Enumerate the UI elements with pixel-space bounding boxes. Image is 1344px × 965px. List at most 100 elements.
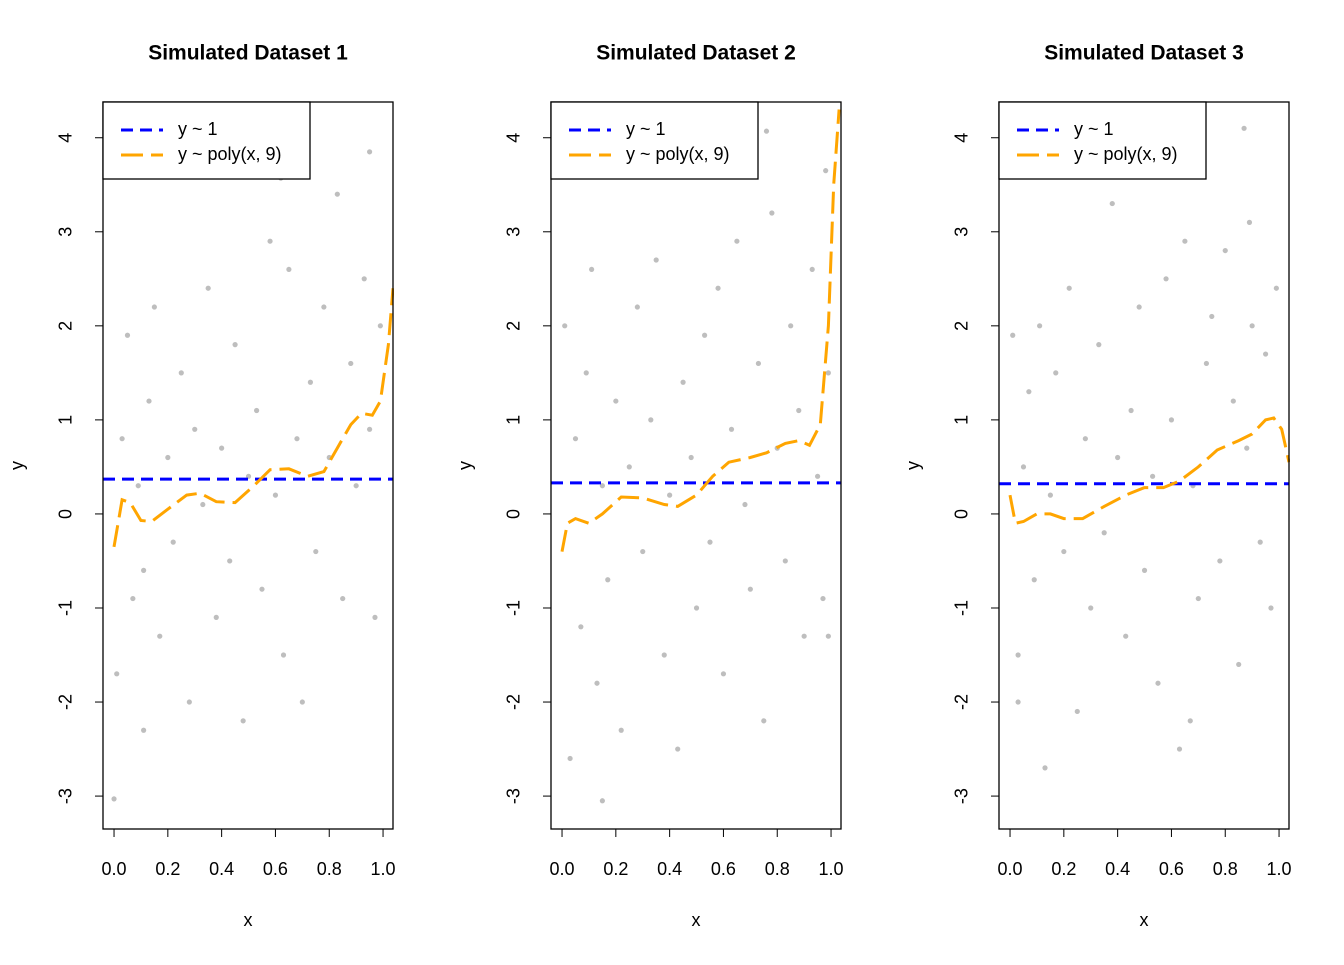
y-tick-label: -3 [504, 788, 524, 804]
y-tick-label: 3 [952, 227, 972, 237]
point [605, 577, 611, 583]
point [146, 398, 152, 404]
y-tick-label: 1 [56, 415, 76, 425]
fit-line [560, 109, 841, 552]
point [1101, 530, 1107, 536]
point [377, 323, 383, 329]
point [1020, 464, 1027, 470]
point [321, 304, 327, 310]
point [119, 436, 125, 442]
chart-title: Simulated Dataset 1 [148, 42, 348, 65]
point [372, 614, 378, 620]
y-tick-label: -3 [56, 788, 76, 804]
point [589, 266, 595, 273]
point [1187, 718, 1193, 724]
point [165, 454, 171, 461]
plot-frame [102, 101, 394, 830]
point [801, 633, 807, 639]
mask [83, 0, 413, 101]
legend-box [102, 101, 311, 180]
point [634, 304, 640, 310]
point [653, 257, 659, 263]
point [720, 671, 727, 677]
x-tick-label: 0.4 [209, 859, 234, 879]
x-tick-label: 0.0 [102, 859, 127, 879]
point [734, 238, 740, 244]
point [361, 276, 367, 282]
point [1031, 577, 1037, 583]
point [626, 464, 632, 470]
x-tick-label: 0.8 [1213, 859, 1238, 879]
point [205, 285, 211, 291]
point [1209, 313, 1215, 320]
point [583, 370, 589, 376]
point [1037, 323, 1043, 329]
point [192, 426, 198, 432]
point [1082, 436, 1088, 442]
x-tick-label: 0.2 [603, 859, 628, 879]
panel: Simulated Dataset 3Simulated Dataset 30.… [903, 0, 1310, 930]
point [1123, 633, 1129, 639]
point [1257, 539, 1263, 545]
point [307, 379, 314, 385]
y-tick-label: 0 [504, 509, 524, 519]
x-axis-title: x [692, 910, 701, 930]
point [1115, 454, 1121, 461]
point [219, 445, 225, 451]
y-tick-label: -2 [952, 694, 972, 710]
point [1066, 285, 1072, 291]
point [1203, 360, 1210, 367]
y-axis-title: y [455, 461, 475, 470]
point [353, 483, 359, 489]
point [280, 652, 287, 658]
y-tick-label: 2 [56, 321, 76, 331]
point [272, 492, 279, 498]
plot-frame [550, 101, 842, 830]
point [1128, 407, 1134, 414]
point [227, 558, 233, 564]
point [1195, 595, 1201, 602]
point [820, 595, 826, 602]
x-tick-label: 0.4 [1105, 859, 1130, 879]
point [1136, 304, 1142, 310]
point [1096, 342, 1102, 348]
point [114, 671, 120, 677]
point [1047, 492, 1053, 498]
legend-label: y ~ 1 [178, 119, 218, 139]
point [340, 595, 346, 602]
point [742, 501, 748, 508]
point [334, 191, 340, 197]
point [1222, 247, 1228, 254]
point [1155, 680, 1161, 686]
point [111, 796, 117, 802]
mask [1290, 101, 1310, 830]
point [1163, 276, 1169, 282]
point [702, 332, 708, 338]
point [578, 624, 584, 630]
point [178, 370, 184, 376]
point [157, 633, 163, 639]
point [170, 539, 176, 545]
fit-line [112, 288, 395, 548]
x-tick-label: 1.0 [371, 859, 396, 879]
mask [979, 0, 1309, 101]
y-tick-label: -1 [504, 600, 524, 616]
point [675, 746, 681, 752]
point [809, 266, 815, 273]
fit-line [1008, 416, 1291, 526]
point [1015, 652, 1021, 658]
point [1230, 398, 1236, 404]
point [825, 370, 831, 376]
point [254, 407, 260, 414]
x-tick-label: 0.6 [711, 859, 736, 879]
point [1236, 661, 1242, 668]
point [141, 567, 147, 573]
point [599, 483, 605, 489]
mask [394, 101, 414, 830]
y-tick-label: 4 [504, 133, 524, 143]
y-tick-label: 4 [952, 133, 972, 143]
point [213, 614, 219, 620]
point [1246, 219, 1253, 225]
point [1015, 699, 1021, 705]
